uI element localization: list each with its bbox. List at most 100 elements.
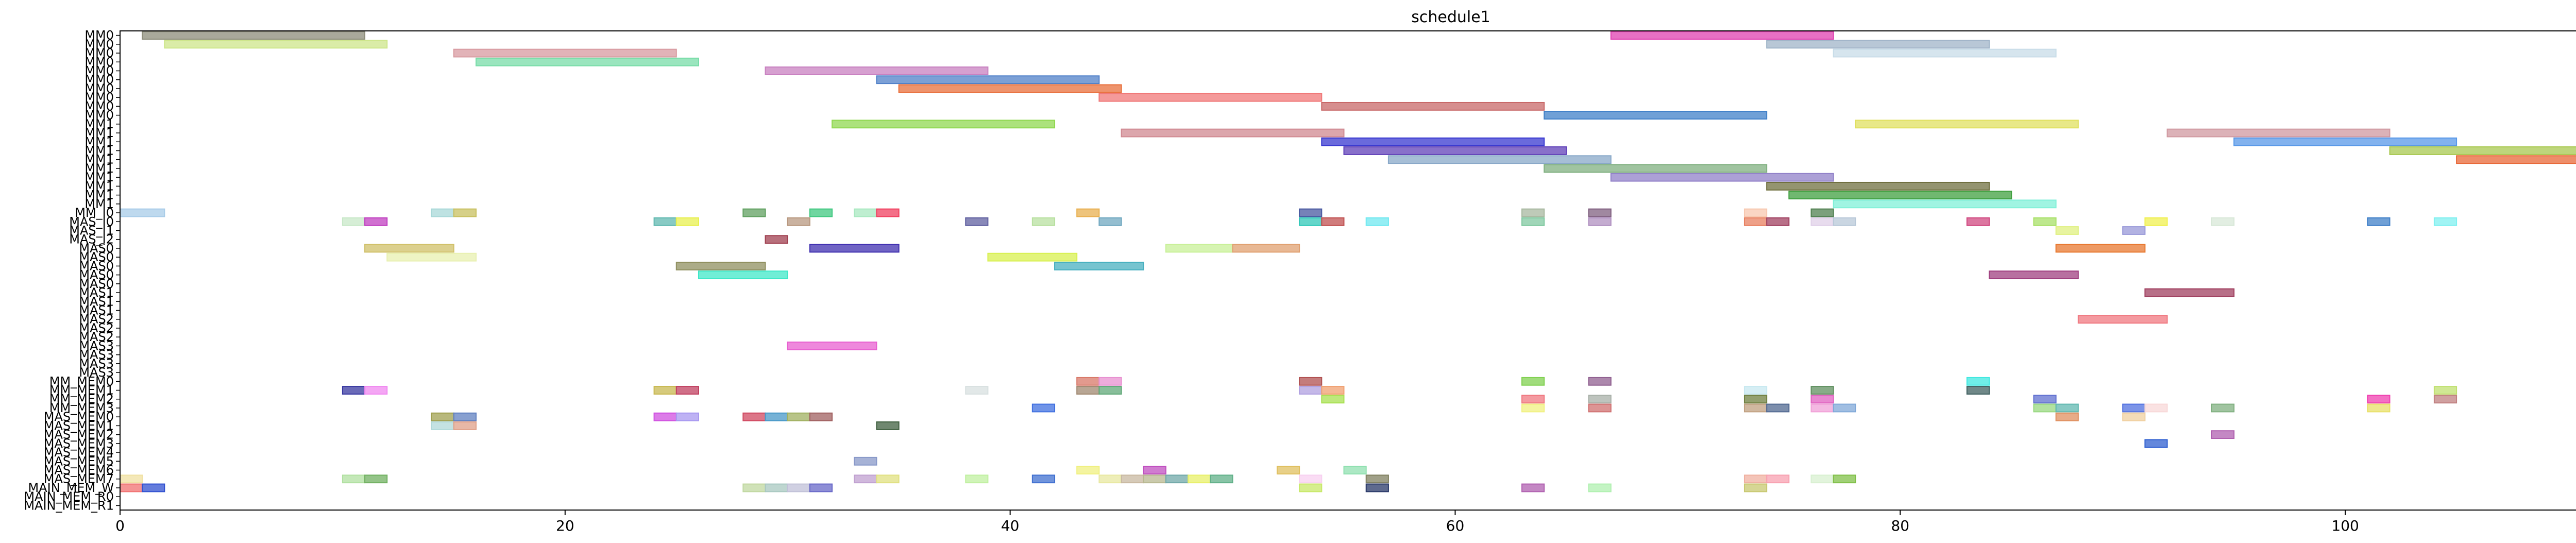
x-tick-label: 80 [1891,517,1909,534]
task-bar [1766,217,1790,226]
task-bar [342,217,366,226]
task-bar [431,208,454,217]
task-bar [120,474,143,484]
task-bar [1743,208,1768,217]
task-bar [765,235,788,244]
task-bar [2233,137,2458,146]
task-bar [742,483,766,493]
task-bar [1810,395,1834,404]
task-bar [2433,386,2458,395]
task-bar [1588,217,1612,226]
task-bar [1098,474,1122,484]
y-tick-label: MAS1 [79,294,114,309]
task-bar [987,252,1078,262]
task-bar [2033,395,2057,404]
task-bar [1766,474,1790,484]
task-bar [898,84,1122,93]
task-bar [1076,377,1100,386]
y-tick-label: MM_I0 [75,206,114,220]
task-bar [2055,412,2079,421]
task-bar [2033,217,2057,226]
y-tick-label: MM0 [84,37,114,52]
task-bar [787,483,810,493]
task-bar [453,412,477,421]
task-bar [2033,403,2057,413]
task-bar [1833,48,2057,58]
task-bar [1299,208,1323,217]
task-bar [1232,244,1300,253]
task-bar [787,412,810,421]
task-bar [1966,386,1990,395]
x-tick-label: 20 [556,517,574,534]
task-bar [1743,403,1768,413]
y-tick-label: MM0 [84,81,114,96]
task-bar [675,261,766,270]
task-bar [1810,403,1834,413]
y-tick-label: MM_MEM2 [49,392,114,406]
task-bar [476,57,699,66]
y-tick-label: MM1 [84,144,114,158]
task-bar [876,75,1100,84]
task-bar [2055,403,2079,413]
task-bar [1610,31,1834,40]
task-bar [675,217,699,226]
y-tick-label: MAIN_MEM_R0 [24,489,114,504]
y-tick-label: MAS_MEM4 [44,445,114,460]
y-tick-label: MAS_MEM5 [44,454,114,468]
task-bar [164,40,388,49]
task-bar [1521,377,1545,386]
task-bar [1521,403,1545,413]
task-bar [653,412,677,421]
task-bar [1321,101,1545,111]
task-bar [142,483,165,493]
x-tick-label: 100 [2331,517,2359,534]
plot-frame [120,30,2576,511]
task-bar [1810,208,1834,217]
task-bar [2144,403,2168,413]
task-bar [2166,128,2391,138]
task-bar [876,208,900,217]
y-tick-label: MAS0 [79,241,114,256]
task-bar [2211,403,2235,413]
task-bar [1855,120,2079,129]
y-tick-label: MAS_MEM7 [44,472,114,486]
y-tick-label: MM1 [84,152,114,167]
task-bar [765,412,788,421]
task-bar [809,208,833,217]
task-bar [386,252,477,262]
task-bar [876,421,900,430]
y-tick-label: MAS1 [79,285,114,300]
task-bar [1031,403,1056,413]
task-bar [1343,466,1367,474]
task-bar [2055,226,2079,235]
y-tick-label: MAS0 [79,250,114,264]
task-bar [965,474,989,484]
y-tick-label: MAS0 [79,259,114,273]
task-bar [965,386,989,395]
task-bar [2433,217,2458,226]
task-bar [1098,217,1122,226]
task-bar [1743,386,1768,395]
task-bar [1588,377,1612,386]
y-tick-label: MAS_MEM1 [44,418,114,433]
y-tick-label: MAS_I2 [69,232,114,247]
x-tick-label: 60 [1446,517,1465,534]
task-bar [1321,386,1345,395]
task-bar [1743,395,1768,404]
task-bars [120,31,2576,493]
task-bar [1276,466,1300,474]
y-tick-label: MAS_MEM2 [44,428,114,442]
task-bar [120,208,165,217]
task-bar [1098,377,1122,386]
task-bar [453,208,477,217]
task-bar [1121,474,1144,484]
y-tick-label: MM1 [84,126,114,140]
task-bar [1610,173,1834,182]
task-bar [1076,208,1100,217]
task-bar [1365,483,1389,493]
task-bar [1588,395,1612,404]
task-bar [1098,93,1323,102]
task-bar [809,244,900,253]
task-bar [1521,208,1545,217]
task-bar [1743,483,1768,493]
